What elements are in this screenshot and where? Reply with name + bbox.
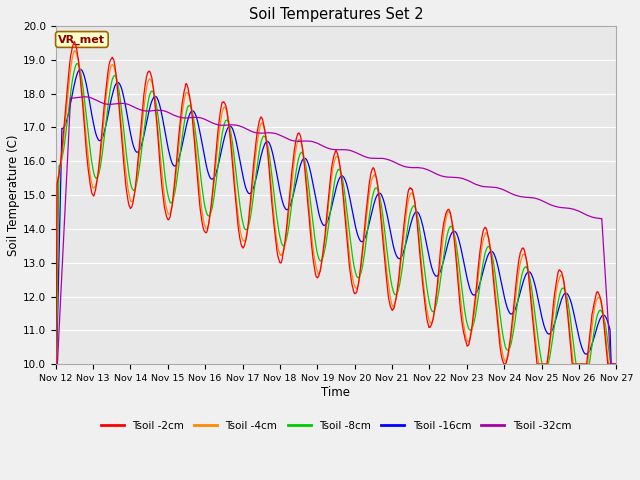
Tsoil -8cm	[290, 184, 298, 190]
Tsoil -4cm	[118, 131, 126, 136]
Tsoil -16cm	[312, 195, 319, 201]
Tsoil -16cm	[612, 361, 620, 367]
Tsoil -16cm	[290, 190, 298, 195]
Tsoil -2cm	[301, 174, 309, 180]
Tsoil -16cm	[95, 138, 103, 144]
Tsoil -4cm	[290, 161, 298, 167]
Tsoil -2cm	[312, 271, 319, 277]
Tsoil -32cm	[95, 99, 103, 105]
Tsoil -8cm	[301, 161, 309, 167]
Tsoil -8cm	[312, 240, 319, 246]
Tsoil -4cm	[612, 361, 620, 367]
Tsoil -8cm	[95, 169, 103, 175]
Text: VR_met: VR_met	[58, 35, 106, 45]
Tsoil -16cm	[301, 156, 309, 162]
X-axis label: Time: Time	[321, 385, 351, 399]
Tsoil -8cm	[612, 361, 620, 367]
Tsoil -32cm	[81, 94, 89, 100]
Tsoil -2cm	[290, 151, 298, 156]
Line: Tsoil -4cm: Tsoil -4cm	[56, 51, 616, 364]
Tsoil -8cm	[118, 112, 126, 118]
Tsoil -32cm	[612, 361, 620, 367]
Tsoil -4cm	[52, 361, 60, 367]
Tsoil -4cm	[71, 48, 79, 54]
Tsoil -16cm	[118, 88, 126, 94]
Tsoil -16cm	[77, 66, 84, 72]
Tsoil -2cm	[612, 361, 620, 367]
Tsoil -16cm	[52, 361, 60, 367]
Tsoil -32cm	[52, 361, 60, 367]
Tsoil -4cm	[371, 173, 379, 179]
Legend: Tsoil -2cm, Tsoil -4cm, Tsoil -8cm, Tsoil -16cm, Tsoil -32cm: Tsoil -2cm, Tsoil -4cm, Tsoil -8cm, Tsoi…	[97, 417, 575, 435]
Line: Tsoil -16cm: Tsoil -16cm	[56, 69, 616, 364]
Y-axis label: Soil Temperature (C): Soil Temperature (C)	[7, 134, 20, 256]
Tsoil -2cm	[52, 361, 60, 367]
Line: Tsoil -32cm: Tsoil -32cm	[56, 97, 616, 364]
Tsoil -4cm	[95, 163, 103, 169]
Tsoil -2cm	[70, 39, 78, 45]
Tsoil -8cm	[371, 186, 379, 192]
Tsoil -2cm	[371, 169, 379, 175]
Tsoil -8cm	[52, 361, 60, 367]
Line: Tsoil -2cm: Tsoil -2cm	[56, 42, 616, 364]
Tsoil -32cm	[301, 138, 309, 144]
Tsoil -32cm	[118, 100, 126, 106]
Tsoil -32cm	[312, 140, 319, 145]
Tsoil -8cm	[74, 60, 81, 66]
Tsoil -16cm	[371, 197, 379, 203]
Tsoil -4cm	[312, 261, 319, 267]
Line: Tsoil -8cm: Tsoil -8cm	[56, 63, 616, 364]
Tsoil -32cm	[290, 138, 298, 144]
Tsoil -4cm	[301, 167, 309, 172]
Tsoil -2cm	[118, 142, 126, 147]
Tsoil -32cm	[371, 156, 379, 161]
Title: Soil Temperatures Set 2: Soil Temperatures Set 2	[249, 7, 423, 22]
Tsoil -2cm	[95, 158, 103, 164]
